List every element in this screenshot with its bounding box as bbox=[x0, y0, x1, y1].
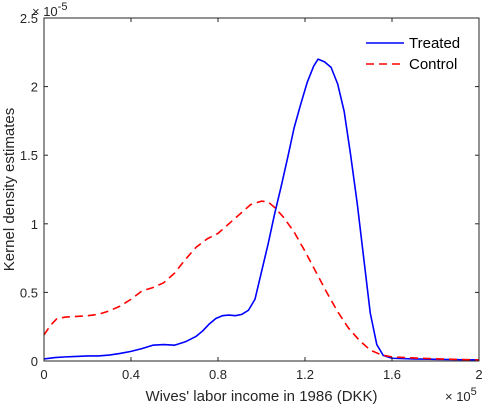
y-axis-label: Kernel density estimates bbox=[1, 108, 18, 271]
series-line-control bbox=[43, 200, 480, 361]
x-tick-label: 0 bbox=[40, 367, 47, 382]
series-layer bbox=[43, 58, 480, 361]
legend-label-control: Control bbox=[409, 56, 457, 73]
y-axis: 0 0.5 1 1.5 2 2.5 bbox=[20, 11, 479, 369]
x-axis-label: Wives' labor income in 1986 (DKK) bbox=[145, 388, 377, 405]
x-tick-label: 1.6 bbox=[383, 367, 401, 382]
y-tick-label: 1.5 bbox=[20, 148, 38, 163]
y-tick-label: 0.5 bbox=[20, 285, 38, 300]
x-tick-label: 0.4 bbox=[122, 367, 140, 382]
plot-frame bbox=[43, 17, 480, 362]
y-axis-multiplier: × 10-5 bbox=[32, 1, 67, 19]
y-tick-label: 1 bbox=[31, 217, 38, 232]
legend-label-treated: Treated bbox=[409, 35, 460, 52]
x-axis-multiplier: × 105 bbox=[445, 386, 477, 404]
series-line-treated bbox=[43, 58, 480, 361]
x-axis: 0 0.4 0.8 1.2 1.6 2 bbox=[40, 18, 483, 382]
legend: Treated Control bbox=[366, 35, 460, 73]
y-tick-label: 2 bbox=[31, 80, 38, 95]
x-tick-label: 1.2 bbox=[296, 367, 314, 382]
x-tick-label: 2 bbox=[475, 367, 482, 382]
y-tick-label: 2.5 bbox=[20, 11, 38, 26]
y-tick-label: 0 bbox=[31, 354, 38, 369]
x-tick-label: 0.8 bbox=[209, 367, 227, 382]
